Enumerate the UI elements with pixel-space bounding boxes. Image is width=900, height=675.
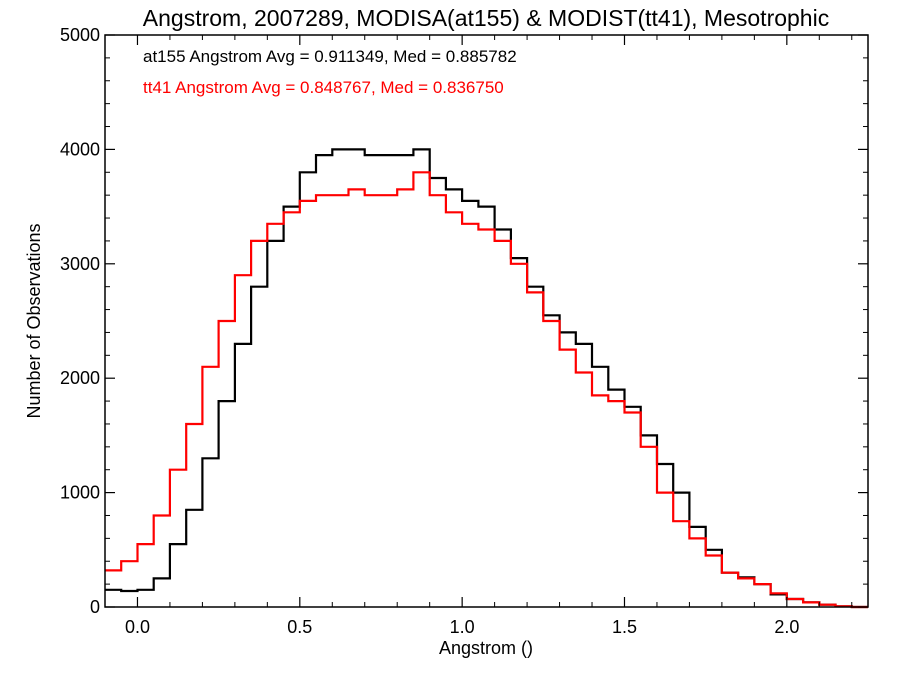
x-tick-label: 0.5 [287,617,312,637]
y-tick-label: 5000 [60,25,100,45]
x-tick-label: 2.0 [774,617,799,637]
y-tick-label: 2000 [60,368,100,388]
y-axis-label: Number of Observations [24,223,44,418]
plot-frame [104,34,869,608]
x-axis-label: Angstrom () [439,638,533,658]
y-tick-label: 0 [90,597,100,617]
x-tick-label: 0.0 [125,617,150,637]
series-layer [105,148,868,609]
annotation-tt41: tt41 Angstrom Avg = 0.848767, Med = 0.83… [143,78,504,97]
series-line-0 [105,148,868,609]
series-line-1 [105,171,868,609]
y-tick-label: 1000 [60,483,100,503]
tick-layer: 0.0 0.5 1.0 1.5 2.0 0 1000 2000 3000 4000 5000 [60,25,868,637]
annotation-at155: at155 Angstrom Avg = 0.911349, Med = 0.8… [143,47,517,66]
chart-title: Angstrom, 2007289, MODISA(at155) & MODIS… [143,5,829,31]
y-tick-label: 4000 [60,139,100,159]
x-tick-label: 1.5 [612,617,637,637]
x-tick-label: 1.0 [450,617,475,637]
y-tick-label: 3000 [60,254,100,274]
